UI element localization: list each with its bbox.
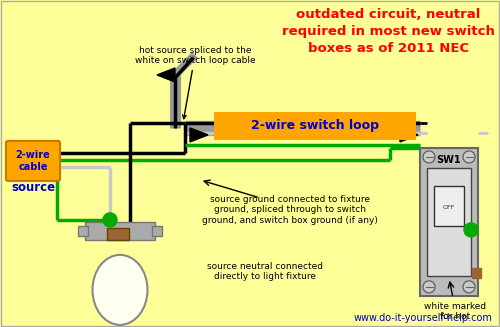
Text: 2-wire switch loop: 2-wire switch loop [251,119,379,132]
Text: white marked
for hot: white marked for hot [424,302,486,321]
Circle shape [464,223,478,237]
Circle shape [463,281,475,293]
Text: outdated circuit, neutral
required in most new switch
boxes as of 2011 NEC: outdated circuit, neutral required in mo… [282,8,495,55]
Text: OFF: OFF [443,205,455,210]
Text: SW1: SW1 [436,155,462,165]
Circle shape [423,281,435,293]
Text: source neutral connected
directly to light fixture: source neutral connected directly to lig… [207,262,323,281]
Bar [427,168,471,276]
Polygon shape [400,128,418,142]
Text: source: source [11,181,55,195]
Bar [434,186,464,226]
Text: source ground connected to fixture
ground, spliced through to switch
ground, and: source ground connected to fixture groun… [202,195,378,225]
Text: 2-wire
cable: 2-wire cable [16,150,50,172]
Bar [107,228,129,240]
Bar [472,268,481,278]
Circle shape [463,151,475,163]
FancyBboxPatch shape [214,112,416,140]
FancyBboxPatch shape [6,141,60,181]
Polygon shape [157,68,175,82]
Circle shape [103,213,117,227]
Bar [85,222,155,240]
Bar [152,226,162,236]
Polygon shape [190,128,208,142]
Text: hot source spliced to the
white on switch loop cable: hot source spliced to the white on switc… [134,45,256,119]
Ellipse shape [92,255,148,325]
Bar [420,148,478,296]
Bar [78,226,88,236]
Text: www.do-it-yourself-help.com: www.do-it-yourself-help.com [353,313,492,323]
Circle shape [423,151,435,163]
